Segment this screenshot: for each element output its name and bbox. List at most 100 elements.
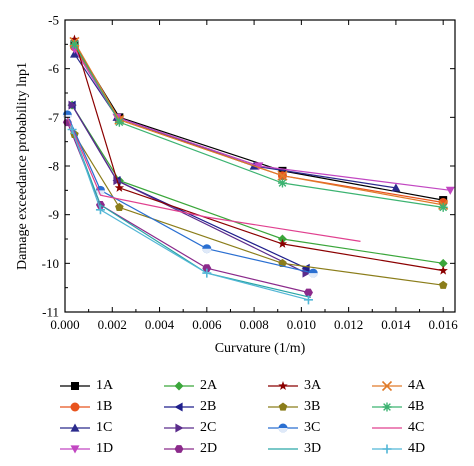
legend-swatch-3C [268,423,298,433]
data-point-4A-3 [277,170,288,181]
series-4D [67,125,313,305]
data-point-4B-1 [69,39,79,49]
x-axis-label: Curvature (1/m) [215,341,306,356]
y-tick-label: -6 [48,61,59,76]
legend-marker-3A [278,381,288,391]
legend-item-4B: 4B [372,397,424,417]
legend-item-2A: 2A [164,376,217,396]
series-line-4B [73,44,444,208]
legend-item-2D: 2D [164,439,217,459]
legend-label: 1A [96,378,114,393]
data-point-3B-3 [278,258,287,267]
x-tick-label: 0.010 [287,317,316,332]
series-2B [67,100,310,273]
x-tick-label: 0.006 [192,317,222,332]
series-line-3C [66,114,314,274]
series-line-4D [71,129,309,301]
series-line-4C [66,117,361,242]
data-point-3C-3-half [202,248,212,254]
legend-swatch-4A [372,380,402,392]
series-2C [68,100,311,278]
data-point-3A-2 [114,182,125,192]
y-tick-label: -7 [48,110,59,125]
data-point-1C-4 [391,183,401,192]
legend-label: 4C [408,420,425,435]
data-point-2D-4 [303,288,313,297]
series-line-1C [74,53,396,189]
legend-label: 4A [408,378,426,393]
series-line-2C [71,104,307,274]
data-point-2C-1 [68,100,77,110]
legend-swatch-4D [372,444,402,454]
legend-label: 4D [408,441,426,456]
series-line-3A [73,39,444,272]
legend-marker-1C [70,423,80,432]
series-line-3D [66,117,311,298]
data-point-3A-4 [438,265,448,275]
legend-label: 4B [408,399,425,414]
data-point-1D-3 [254,162,264,171]
y-axis-label: Damage exceedance probability lnp1 [15,62,30,270]
x-tick-label: 0.004 [145,317,175,332]
x-tick-label: 0.014 [381,317,411,332]
legend-marker-4D [382,444,392,454]
legend-swatch-1D [60,445,90,454]
legend-swatch-2B [164,402,194,412]
series-line-2A [71,104,444,264]
x-tick-label: 0.002 [98,317,127,332]
x-tick-label: 0.008 [239,317,268,332]
data-point-3B-4 [438,280,448,289]
legend-label: 2B [200,399,217,414]
legend-marker-3B [278,402,288,411]
data-point-4B-3 [277,178,287,188]
legend-item-4A: 4A [372,376,425,396]
legend-item-3C: 3C [268,418,320,438]
data-point-3A-3 [277,238,288,248]
series-line-1D [73,48,451,191]
legend-label: 3C [304,420,321,435]
data-point-3A-1 [69,34,80,44]
legend-swatch-1B [60,402,90,412]
y-tick-label: -9 [48,207,59,222]
legend-marker-4A [381,380,393,392]
legend-label: 3D [304,441,322,456]
series-3D [66,117,311,298]
series-3B [70,129,448,289]
legend-item-4D: 4D [372,439,425,459]
legend-label: 1C [96,420,113,435]
legend-item-1C: 1C [60,418,112,438]
x-tick-label: 0.012 [334,317,363,332]
legend-marker-4B [382,402,392,412]
legend-item-2C: 2C [164,418,216,438]
legend-item-2B: 2B [164,397,216,417]
legend-item-1D: 1D [60,439,113,459]
series-group [62,34,455,305]
data-point-4D-1 [67,125,77,134]
legend-swatch-3B [268,402,298,411]
y-tick-label: -10 [42,256,59,271]
data-point-3C-4-half [308,273,318,278]
legend-marker-1A [71,382,79,390]
y-tick-label: -8 [48,159,59,174]
data-point-2A-4 [438,258,448,268]
series-4C [66,117,361,242]
legend-swatch-2D [164,445,194,453]
legend-item-3A: 3A [268,376,321,396]
legend-swatch-4C [372,427,402,429]
series-line-1B [73,46,444,204]
series-4B [69,39,448,212]
legend-marker-2B [174,402,183,412]
legend-swatch-1C [60,423,90,432]
legend-swatch-2C [164,423,194,433]
data-point-4B-2 [114,117,124,127]
legend-swatch-4B [372,402,402,412]
legend-item-1B: 1B [60,397,112,417]
legend-marker-1D [70,445,80,454]
data-point-4D-2 [95,205,105,215]
data-point-2B-3 [301,263,310,273]
legend-label: 3B [304,399,321,414]
data-point-4B-4 [438,202,448,212]
legend-swatch-3D [268,448,298,450]
legend-label: 1B [96,399,113,414]
chart-svg: 0.000 0.002 0.004 0.006 0.008 0.010 0.012 0.014… [15,13,458,357]
